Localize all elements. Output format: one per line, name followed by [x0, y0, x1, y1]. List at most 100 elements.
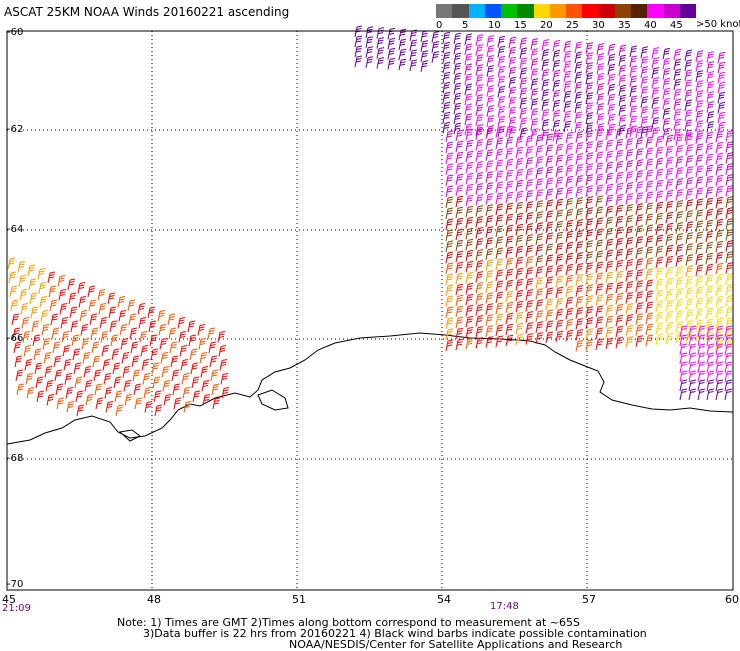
wind-barb	[666, 311, 673, 322]
wind-barb	[476, 115, 483, 126]
wind-barb	[706, 275, 713, 286]
wind-barb	[646, 291, 653, 302]
wind-barb	[181, 360, 188, 371]
wind-barb	[646, 258, 653, 269]
wind-barb	[49, 286, 56, 297]
wind-barb	[666, 289, 673, 300]
wind-barb	[169, 328, 176, 339]
wind-barb	[516, 224, 523, 235]
wind-barb	[487, 96, 494, 107]
wind-barb	[726, 230, 733, 241]
wind-barb	[718, 52, 725, 63]
wind-barb	[546, 233, 553, 244]
wind-barb	[486, 183, 493, 194]
wind-barb	[636, 149, 643, 160]
wind-barb	[41, 311, 48, 322]
wind-barb	[91, 328, 98, 339]
wind-barb	[506, 137, 513, 148]
wind-barb	[597, 84, 604, 95]
wind-barb	[44, 353, 51, 364]
wind-barb	[509, 67, 516, 78]
wind-barb	[586, 73, 593, 84]
wind-barb	[608, 104, 615, 115]
wind-barb	[116, 405, 123, 416]
wind-barb	[531, 59, 538, 70]
wind-barb	[366, 47, 373, 58]
wind-barb	[179, 332, 186, 343]
wind-barb	[526, 202, 533, 213]
wind-barb	[666, 234, 673, 245]
wind-barb	[516, 301, 523, 312]
wind-barb	[686, 222, 693, 233]
wind-barb	[446, 329, 453, 340]
wind-barb	[476, 228, 483, 239]
wind-barb	[498, 86, 505, 97]
wind-barb	[219, 346, 226, 357]
wind-barb	[566, 143, 573, 154]
wind-barb	[47, 395, 54, 406]
wind-barb	[696, 166, 703, 177]
wind-barb	[432, 52, 439, 63]
wind-barb	[466, 305, 473, 316]
wind-barb	[636, 182, 643, 193]
wind-barb	[696, 309, 703, 320]
wind-barb	[446, 131, 453, 142]
wind-barb	[606, 151, 613, 162]
pass-time-left: 21:09	[2, 603, 31, 614]
wind-barb	[520, 78, 527, 89]
wind-barb	[526, 180, 533, 191]
wind-barb	[656, 136, 663, 147]
wind-barb	[553, 70, 560, 81]
wind-barb	[606, 327, 613, 338]
wind-barb	[476, 173, 483, 184]
wind-barb	[630, 86, 637, 97]
wind-barb	[674, 49, 681, 60]
wind-barb	[210, 356, 217, 367]
wind-barb	[476, 45, 483, 56]
wind-barb	[509, 57, 516, 68]
wind-barb	[656, 312, 663, 323]
wind-barb	[487, 76, 494, 87]
wind-barb	[553, 50, 560, 61]
wind-barb	[596, 130, 603, 141]
lat-label-64: -64	[7, 224, 23, 235]
wind-barb	[726, 175, 733, 186]
wind-barb	[11, 300, 18, 311]
wind-barb	[12, 314, 19, 325]
wind-barb	[78, 283, 85, 294]
wind-barb	[575, 52, 582, 63]
wind-barb	[630, 66, 637, 77]
wind-barb	[575, 102, 582, 113]
wind-barb	[556, 144, 563, 155]
wind-barb	[608, 84, 615, 95]
wind-barb	[696, 188, 703, 199]
wind-barb	[676, 278, 683, 289]
wind-barb	[556, 320, 563, 331]
wind-barb	[506, 269, 513, 280]
wind-barb	[139, 318, 146, 329]
wind-barb	[706, 242, 713, 253]
wind-barb	[487, 36, 494, 47]
wind-barb	[597, 44, 604, 55]
wind-barb	[399, 49, 406, 60]
wind-barb	[114, 377, 121, 388]
wind-barb	[446, 208, 453, 219]
wind-barb	[656, 235, 663, 246]
wind-barb	[656, 268, 663, 279]
wind-barb	[716, 142, 723, 153]
wind-barb	[716, 285, 723, 296]
wind-barb	[706, 176, 713, 187]
wind-barb	[124, 381, 131, 392]
wind-barb	[641, 87, 648, 98]
wind-barb	[576, 231, 583, 242]
wind-barb	[142, 360, 149, 371]
wind-barb	[75, 377, 82, 388]
wind-barb	[556, 232, 563, 243]
wind-barb	[656, 224, 663, 235]
wind-barb	[103, 360, 110, 371]
wind-barb	[564, 41, 571, 52]
wind-barb	[616, 194, 623, 205]
wind-barb	[636, 160, 643, 171]
wind-barb	[542, 40, 549, 51]
wind-barb	[50, 300, 57, 311]
